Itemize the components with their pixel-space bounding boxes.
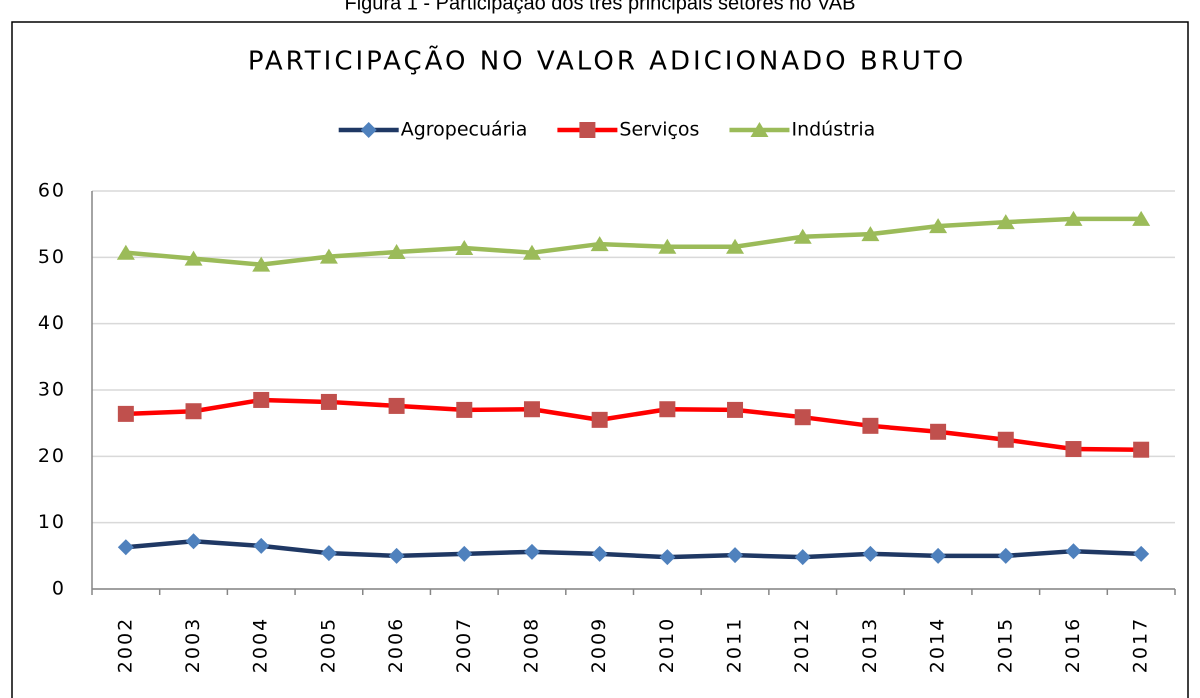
marker [455,240,474,256]
marker [116,244,135,260]
x-tick-label: 2015 [994,617,1016,673]
chart-border [11,21,1189,698]
marker [185,403,202,420]
y-tick-label: 50 [38,246,66,268]
marker [862,417,879,434]
x-tick-label: 2006 [385,617,407,673]
marker [590,236,609,252]
marker [388,547,405,564]
marker [659,401,676,418]
marker [387,244,406,260]
marker [930,547,947,564]
x-tick-label: 2013 [859,617,881,673]
legend-label: Serviços [619,119,699,141]
marker [252,256,271,272]
x-tick-label: 2004 [250,617,272,673]
marker [185,533,202,550]
marker [750,122,769,137]
marker [929,218,948,234]
marker [456,545,473,562]
marker [659,549,676,566]
marker [1132,210,1151,226]
y-tick-label: 40 [38,312,66,334]
legend-label: Indústria [791,119,875,141]
marker [1065,441,1082,458]
marker [862,545,879,562]
marker [1133,545,1150,562]
marker [997,431,1014,448]
marker [253,391,270,408]
y-tick-label: 0 [52,578,66,600]
marker [726,238,745,254]
legend-label: Agropecuária [401,119,528,141]
marker [1065,543,1082,560]
x-tick-label: 2010 [656,617,678,673]
y-tick-label: 10 [38,511,66,533]
marker [727,401,744,418]
marker [456,401,473,418]
x-tick-label: 2007 [453,617,475,673]
marker [117,405,134,422]
x-tick-label: 2009 [588,617,610,673]
marker [794,409,811,426]
chart-title: PARTICIPAÇÃO NO VALOR ADICIONADO BRUTO [248,45,966,77]
marker [522,244,541,260]
marker [591,411,608,428]
marker [727,547,744,564]
y-tick-label: 30 [38,379,66,401]
marker [360,122,377,138]
marker [184,250,203,266]
marker [1133,441,1150,458]
marker [320,393,337,410]
marker [117,539,134,556]
legend: Agropecuária Serviços Indústria [338,119,875,141]
y-tick-label: 60 [38,180,66,202]
marker [996,214,1015,230]
x-tick-label: 2011 [724,617,746,673]
marker [591,545,608,562]
x-tick-label: 2016 [1062,617,1084,673]
series-line [125,538,1142,560]
marker [861,226,880,242]
marker [793,228,812,244]
marker [523,543,540,560]
marker [930,423,947,440]
marker [388,397,405,414]
marker [658,238,677,254]
marker [523,401,540,418]
marker [794,549,811,566]
marker [579,122,596,138]
marker [997,547,1014,564]
series-line [125,216,1142,267]
x-tick-label: 2008 [520,617,542,673]
x-tick-label: 2014 [927,617,949,673]
marker [319,248,338,264]
x-tick-label: 2012 [791,617,813,673]
x-tick-label: 2003 [182,617,204,673]
caption: Figura 1 - Participação dos três princip… [345,0,856,14]
y-tick-label: 20 [38,445,66,467]
x-tick-label: 2002 [114,617,136,673]
marker [1064,210,1083,226]
x-tick-label: 2005 [317,617,339,673]
x-tick-label: 2017 [1130,617,1152,673]
marker [253,537,270,554]
marker [320,545,337,562]
series-line [125,397,1142,452]
